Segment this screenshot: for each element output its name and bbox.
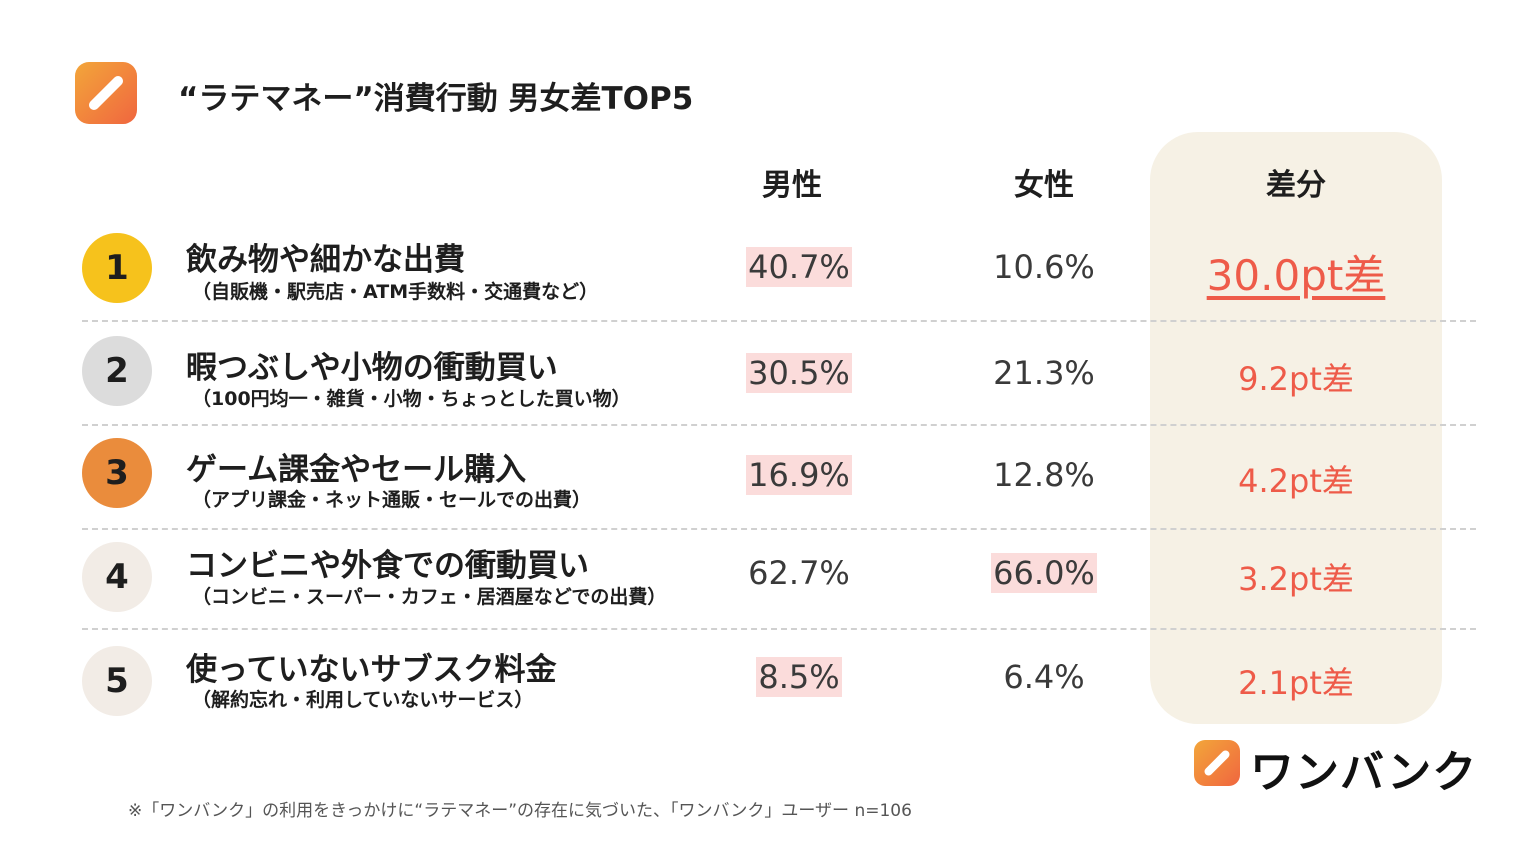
rank-badge: 2 — [82, 336, 152, 406]
ranking-row: 2 暇つぶしや小物の衝動買い （100円均一・雑貨・小物・ちょっとした買い物） … — [0, 322, 1524, 426]
diff-value: 3.2pt差 — [1238, 560, 1354, 598]
row-subtitle: （自販機・駅売店・ATM手数料・交通費など） — [192, 281, 599, 303]
wanbank-logo-icon — [75, 62, 137, 124]
male-value: 40.7% — [746, 247, 852, 287]
row-divider — [82, 628, 1476, 630]
column-header-diff: 差分 — [1266, 168, 1326, 203]
male-value: 62.7% — [748, 554, 850, 592]
female-value: 12.8% — [993, 456, 1095, 494]
rank-badge: 3 — [82, 438, 152, 508]
female-value: 6.4% — [1003, 658, 1085, 696]
row-title: 使っていないサブスク料金 — [186, 652, 557, 688]
wanbank-logo-icon — [1194, 740, 1240, 786]
row-divider — [82, 424, 1476, 426]
row-title: ゲーム課金やセール購入 — [186, 452, 527, 488]
rank-badge: 5 — [82, 646, 152, 716]
male-value: 16.9% — [746, 455, 852, 495]
diff-value: 30.0pt差 — [1206, 251, 1386, 300]
ranking-row: 5 使っていないサブスク料金 （解約忘れ・利用していないサービス） 8.5% 6… — [0, 630, 1524, 734]
ranking-row: 1 飲み物や細かな出費 （自販機・駅売店・ATM手数料・交通費など） 40.7%… — [0, 216, 1524, 320]
row-subtitle: （コンビニ・スーパー・カフェ・居酒屋などでの出費） — [192, 586, 667, 608]
row-subtitle: （アプリ課金・ネット通販・セールでの出費） — [192, 489, 592, 511]
page-title: “ラテマネー”消費行動 男女差TOP5 — [178, 81, 694, 117]
row-divider — [82, 320, 1476, 322]
diff-value: 2.1pt差 — [1238, 664, 1354, 702]
male-value: 30.5% — [746, 353, 852, 393]
rank-badge: 1 — [82, 233, 152, 303]
diff-value: 9.2pt差 — [1238, 360, 1354, 398]
diff-column-panel — [1150, 132, 1442, 724]
female-value: 10.6% — [993, 248, 1095, 286]
ranking-row: 4 コンビニや外食での衝動買い （コンビニ・スーパー・カフェ・居酒屋などでの出費… — [0, 530, 1524, 634]
row-title: 飲み物や細かな出費 — [186, 242, 465, 278]
column-header-male: 男性 — [762, 168, 822, 203]
brand-name: ワンバンク — [1250, 747, 1478, 798]
row-subtitle: （100円均一・雑貨・小物・ちょっとした買い物） — [192, 388, 631, 410]
ranking-row: 3 ゲーム課金やセール購入 （アプリ課金・ネット通販・セールでの出費） 16.9… — [0, 426, 1524, 530]
female-value: 21.3% — [993, 354, 1095, 392]
row-title: コンビニや外食での衝動買い — [186, 548, 589, 584]
male-value: 8.5% — [756, 657, 842, 697]
row-subtitle: （解約忘れ・利用していないサービス） — [192, 689, 534, 711]
female-value: 66.0% — [991, 553, 1097, 593]
row-divider — [82, 528, 1476, 530]
rank-badge: 4 — [82, 542, 152, 612]
column-header-female: 女性 — [1014, 168, 1074, 203]
diff-value: 4.2pt差 — [1238, 462, 1354, 500]
row-title: 暇つぶしや小物の衝動買い — [186, 350, 558, 386]
footnote: ※「ワンバンク」の利用をきっかけに“ラテマネー”の存在に気づいた、「ワンバンク」… — [128, 801, 912, 821]
